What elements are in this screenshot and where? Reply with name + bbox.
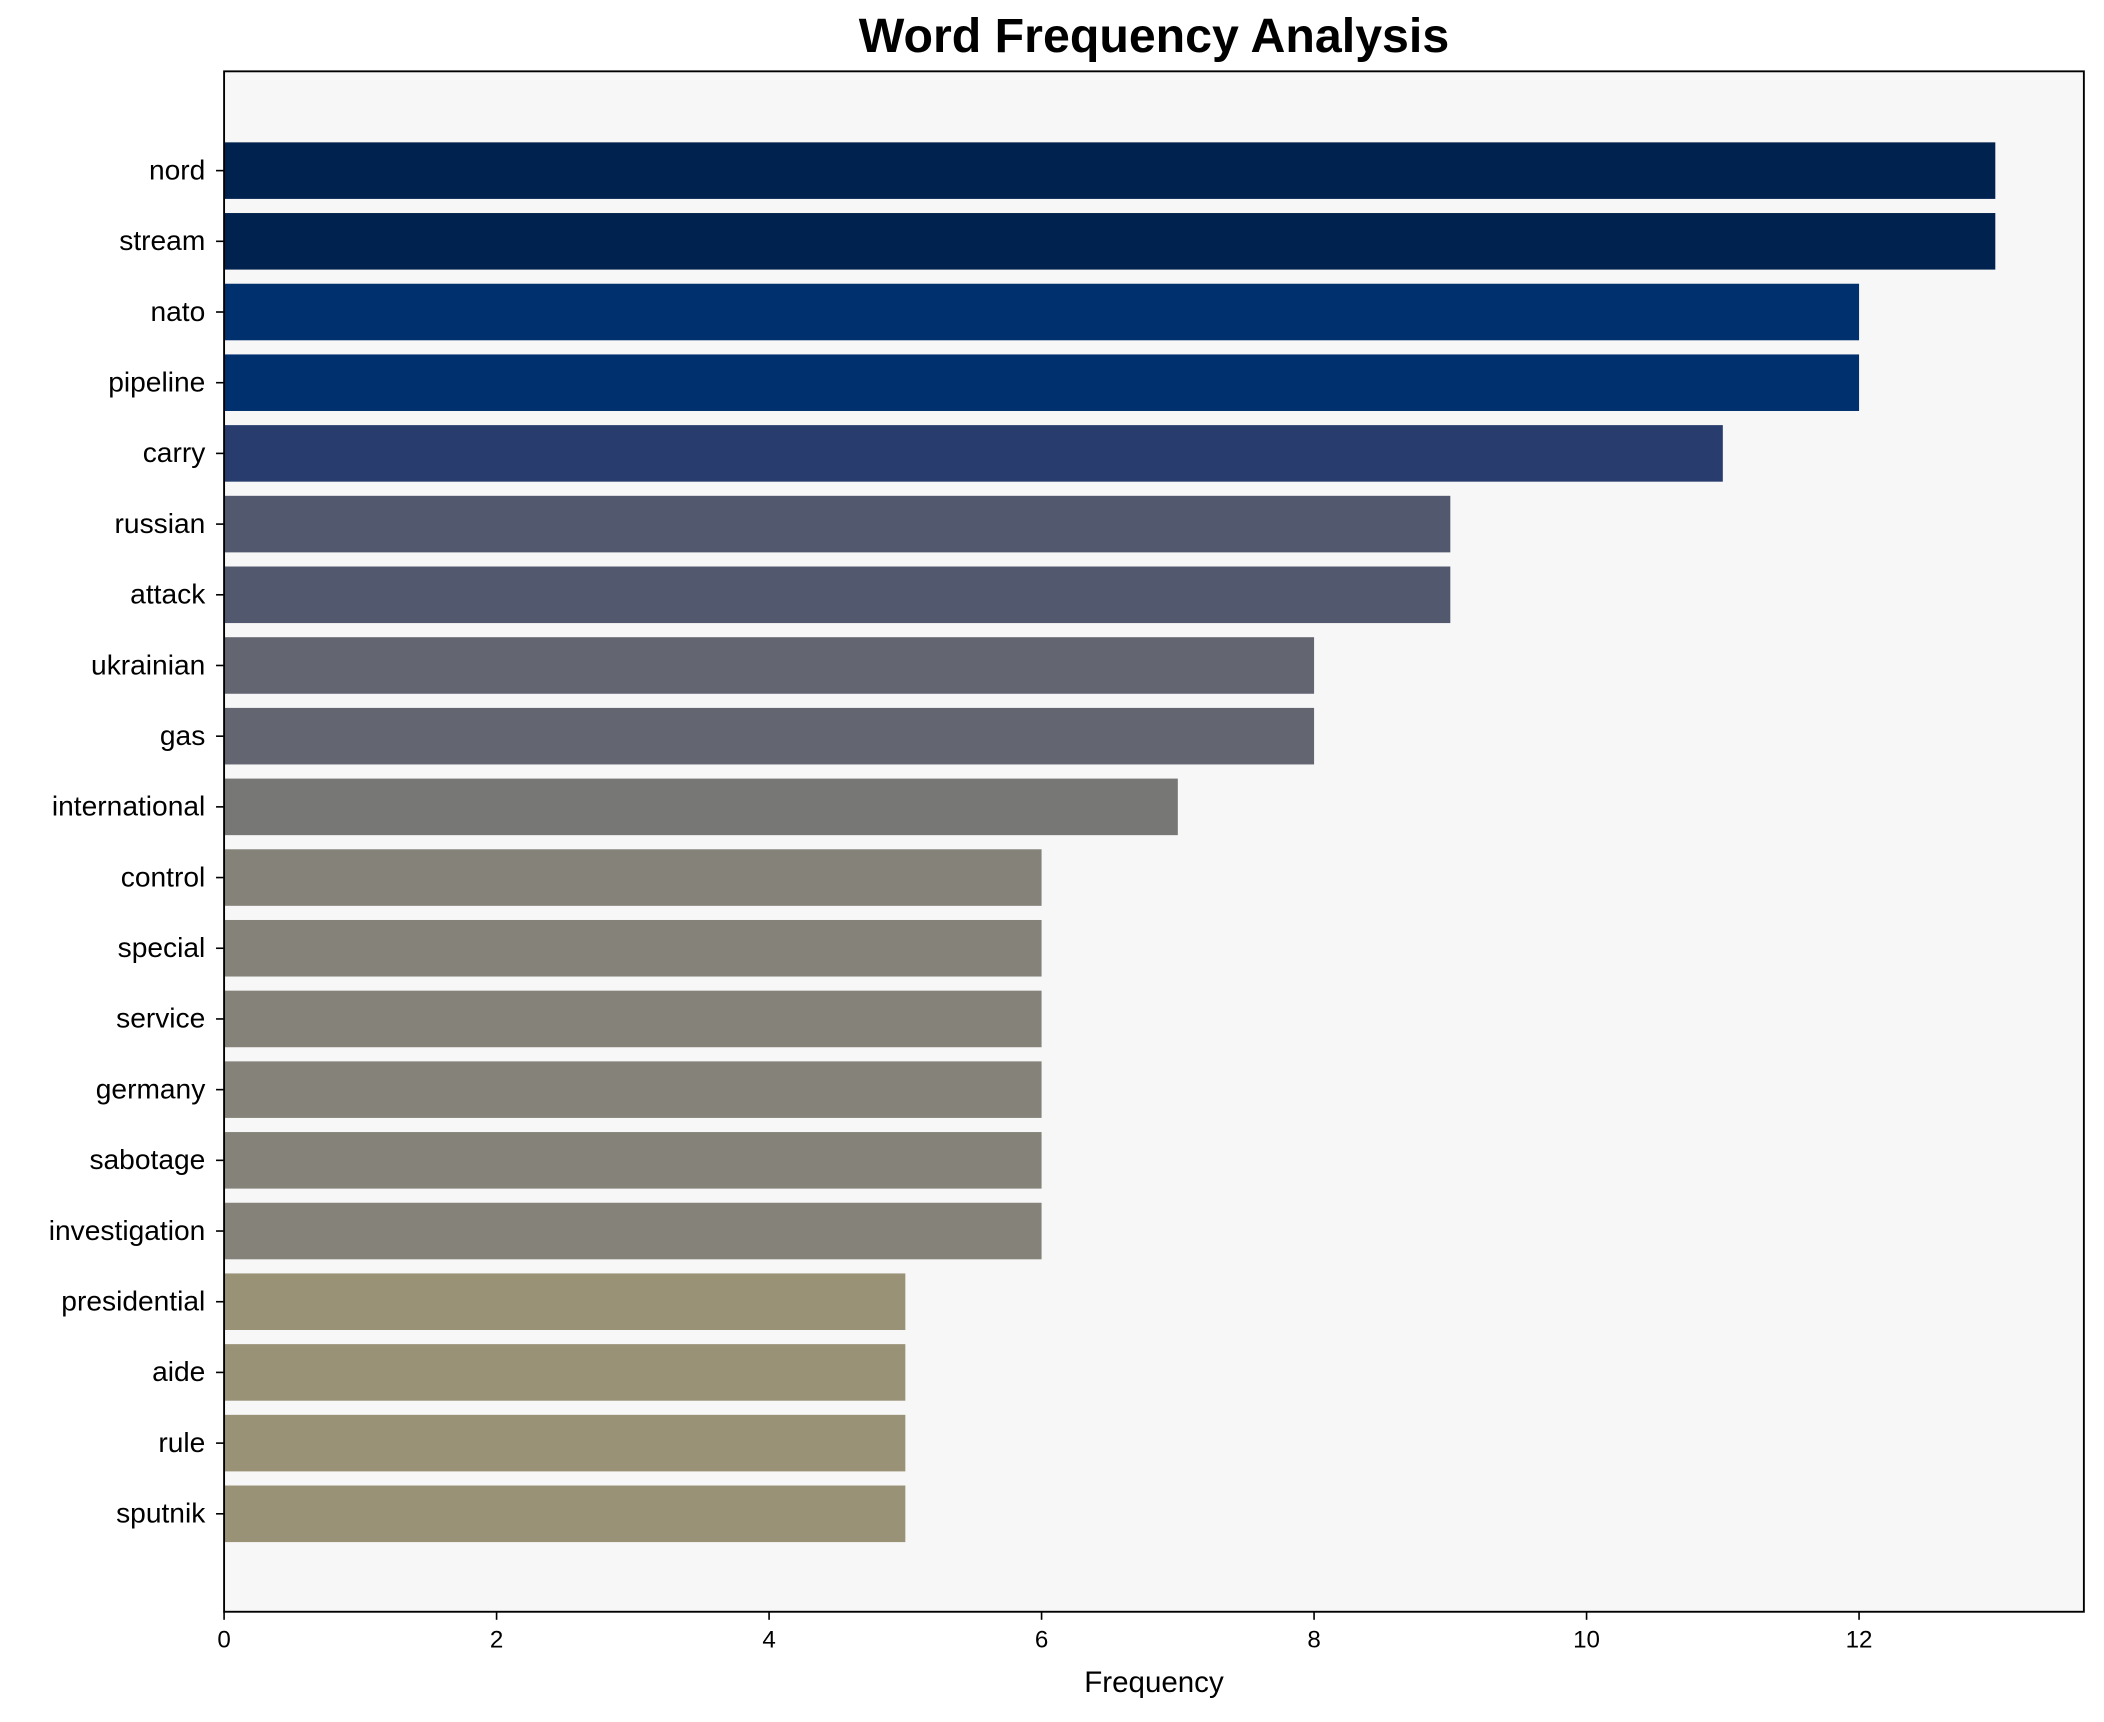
bar (224, 1414, 906, 1472)
y-tick-label: nord (149, 153, 205, 185)
bar (224, 495, 1451, 553)
bar (224, 1202, 1042, 1260)
bar (224, 425, 1723, 482)
y-tick-label: international (52, 790, 205, 822)
bar (224, 1061, 1042, 1118)
bar (224, 213, 1996, 270)
y-tick-label: presidential (61, 1285, 205, 1317)
bar (224, 1273, 906, 1331)
x-tick-label: 12 (1846, 1627, 1873, 1654)
y-tick-label: germany (96, 1072, 206, 1104)
bar (224, 283, 1860, 341)
y-tick-label: attack (130, 578, 206, 610)
x-tick-label: 0 (217, 1627, 230, 1654)
y-tick-label: service (116, 1002, 205, 1034)
x-tick-label: 10 (1573, 1627, 1600, 1654)
y-tick-label: stream (119, 224, 205, 256)
y-tick-label: aide (152, 1355, 205, 1387)
y-tick-label: sabotage (89, 1143, 205, 1175)
x-tick-label: 2 (490, 1627, 503, 1654)
bar (224, 990, 1042, 1048)
bar (224, 1344, 906, 1401)
y-tick-label: ukrainian (91, 648, 205, 680)
y-tick-label: russian (115, 507, 206, 539)
x-tick-label: 4 (762, 1627, 775, 1654)
y-tick-label: pipeline (108, 365, 205, 397)
bar (224, 778, 1178, 836)
bar (224, 637, 1315, 694)
x-tick-label: 8 (1307, 1627, 1320, 1654)
y-tick-label: investigation (49, 1214, 206, 1246)
chart-title: Word Frequency Analysis (859, 9, 1449, 63)
bar (224, 1132, 1042, 1189)
bar (224, 1485, 906, 1543)
bar (224, 566, 1451, 624)
x-tick-label: 6 (1035, 1627, 1048, 1654)
y-tick-label: nato (150, 295, 205, 327)
y-tick-label: gas (160, 719, 205, 751)
y-tick-label: carry (143, 436, 206, 468)
bar (224, 354, 1860, 411)
bar (224, 142, 1996, 199)
y-tick-label: sputnik (116, 1497, 206, 1529)
y-tick-label: control (121, 860, 206, 892)
x-axis-label: Frequency (1084, 1666, 1224, 1699)
y-tick-label: rule (158, 1426, 205, 1458)
y-tick-label: special (118, 931, 206, 963)
bar (224, 919, 1042, 977)
bar (224, 849, 1042, 906)
bar (224, 707, 1315, 765)
plot-frame (223, 70, 2085, 1613)
